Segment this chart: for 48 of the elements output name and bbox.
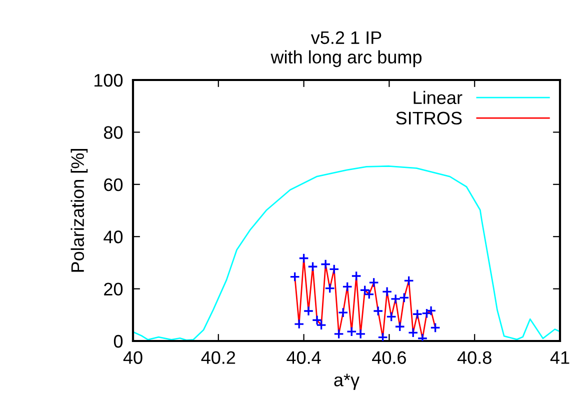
- point: [364, 289, 374, 300]
- point: [368, 277, 380, 288]
- x-tick-label: 40.8: [457, 351, 492, 364]
- point: [308, 261, 318, 272]
- x-tick-label: 40.6: [372, 351, 406, 364]
- point: [338, 307, 348, 318]
- x-axis-title: a*γ: [334, 374, 360, 390]
- legend-label: Linear: [414, 90, 462, 104]
- point: [324, 283, 336, 294]
- x-tick-label: 40: [123, 351, 142, 364]
- point: [382, 286, 392, 297]
- point: [390, 294, 401, 304]
- y-tick-label: 80: [104, 126, 123, 139]
- point: [351, 270, 362, 282]
- legend-label: SITROS: [396, 112, 462, 125]
- y-tick-label: 60: [104, 178, 123, 192]
- point: [417, 333, 428, 341]
- y-tick-label: 100: [94, 74, 123, 87]
- chart-title: v5.2 1 IP with long arc bump: [270, 31, 422, 68]
- point: [294, 318, 304, 330]
- point: [355, 328, 366, 340]
- point: [430, 322, 441, 333]
- y-axis-title: Polarization [%]: [70, 149, 88, 272]
- y-tick-label: 0: [114, 334, 123, 348]
- y-tick-label: 20: [104, 282, 123, 296]
- point: [320, 259, 331, 270]
- point: [398, 292, 410, 303]
- point: [412, 308, 423, 320]
- point: [408, 327, 418, 338]
- y-tick-label: 40: [104, 230, 123, 244]
- x-tick-label: 40.4: [286, 351, 321, 364]
- point: [372, 306, 384, 316]
- point: [334, 328, 344, 340]
- point: [346, 326, 357, 337]
- x-tick-label: 41: [550, 351, 570, 364]
- point: [360, 284, 370, 296]
- point: [386, 312, 397, 322]
- point: [342, 281, 353, 292]
- point: [394, 321, 406, 332]
- point: [378, 332, 388, 341]
- point: [404, 275, 414, 286]
- point: [303, 306, 314, 316]
- point: [298, 253, 310, 264]
- point: [328, 264, 340, 274]
- x-tick-label: 40.2: [201, 351, 236, 364]
- point: [316, 320, 327, 330]
- point: [312, 314, 322, 326]
- point: [290, 272, 300, 282]
